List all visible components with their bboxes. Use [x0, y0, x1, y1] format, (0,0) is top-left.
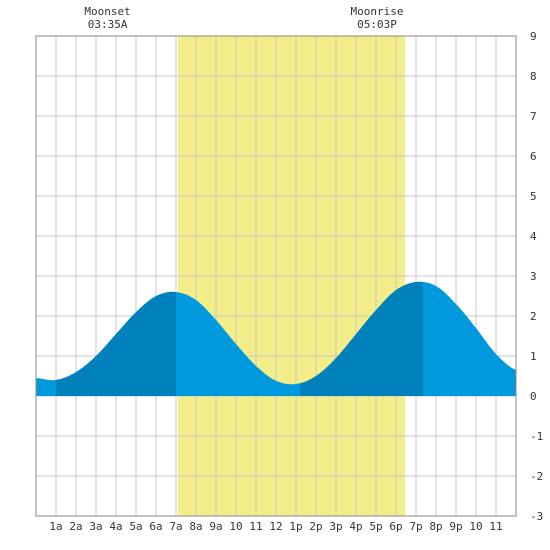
x-tick-label: 2a: [69, 520, 82, 533]
x-tick-label: 3p: [329, 520, 342, 533]
x-tick-label: 5a: [129, 520, 142, 533]
y-tick-label: 6: [530, 150, 537, 163]
y-tick-label: 9: [530, 30, 537, 43]
x-tick-label: 7a: [169, 520, 182, 533]
y-tick-label: -2: [530, 470, 543, 483]
tide-segment: [56, 291, 176, 396]
x-tick-label: 12: [269, 520, 282, 533]
x-tick-label: 4p: [349, 520, 362, 533]
moon-event-label: Moonset: [84, 5, 130, 18]
x-tick-label: 8a: [189, 520, 202, 533]
y-tick-label: 8: [530, 70, 537, 83]
y-tick-label: 4: [530, 230, 537, 243]
y-tick-label: 2: [530, 310, 537, 323]
moon-event-label: Moonrise: [351, 5, 404, 18]
y-tick-label: -1: [530, 430, 543, 443]
grid-group: [36, 35, 516, 517]
x-tick-labels: 1a 2a 3a 4a 5a 6a 7a 8a 9a 10 11 12 1p 2p 3p 4p 5p 6p 7p 8p…: [49, 520, 502, 533]
y-tick-label: 0: [530, 390, 537, 403]
x-tick-label: 1p: [289, 520, 302, 533]
y-tick-label: 1: [530, 350, 537, 363]
tide-segment: [36, 378, 56, 396]
x-tick-label: 8p: [429, 520, 442, 533]
x-tick-label: 6p: [389, 520, 402, 533]
moon-event-time: 03:35A: [88, 18, 128, 31]
x-tick-label: 9p: [449, 520, 462, 533]
moon-event-time: 05:03P: [357, 18, 397, 31]
y-tick-labels: -3 -2 -1 0 1 2 3 4 5 6 7 8 9: [530, 30, 543, 523]
y-tick-label: 7: [530, 110, 537, 123]
y-tick-label: -3: [530, 510, 543, 523]
x-tick-label: 11: [249, 520, 262, 533]
y-tick-label: 5: [530, 190, 537, 203]
x-tick-label: 7p: [409, 520, 422, 533]
plot-frame: [35, 35, 517, 517]
x-tick-label: 9a: [209, 520, 222, 533]
x-tick-label: 10: [469, 520, 482, 533]
tide-segment: [423, 282, 516, 396]
x-tick-label: 4a: [109, 520, 122, 533]
x-tick-label: 6a: [149, 520, 162, 533]
tide-segment: [176, 292, 300, 396]
frame-group: [35, 35, 517, 517]
x-tick-label: 3a: [89, 520, 102, 533]
tide-area-group: [36, 281, 516, 396]
y-tick-label: 3: [530, 270, 537, 283]
x-tick-label: 2p: [309, 520, 322, 533]
x-tick-label: 5p: [369, 520, 382, 533]
x-tick-label: 11: [489, 520, 502, 533]
x-tick-label: 10: [229, 520, 242, 533]
tide-segment: [300, 281, 423, 396]
x-tick-label: 1a: [49, 520, 62, 533]
